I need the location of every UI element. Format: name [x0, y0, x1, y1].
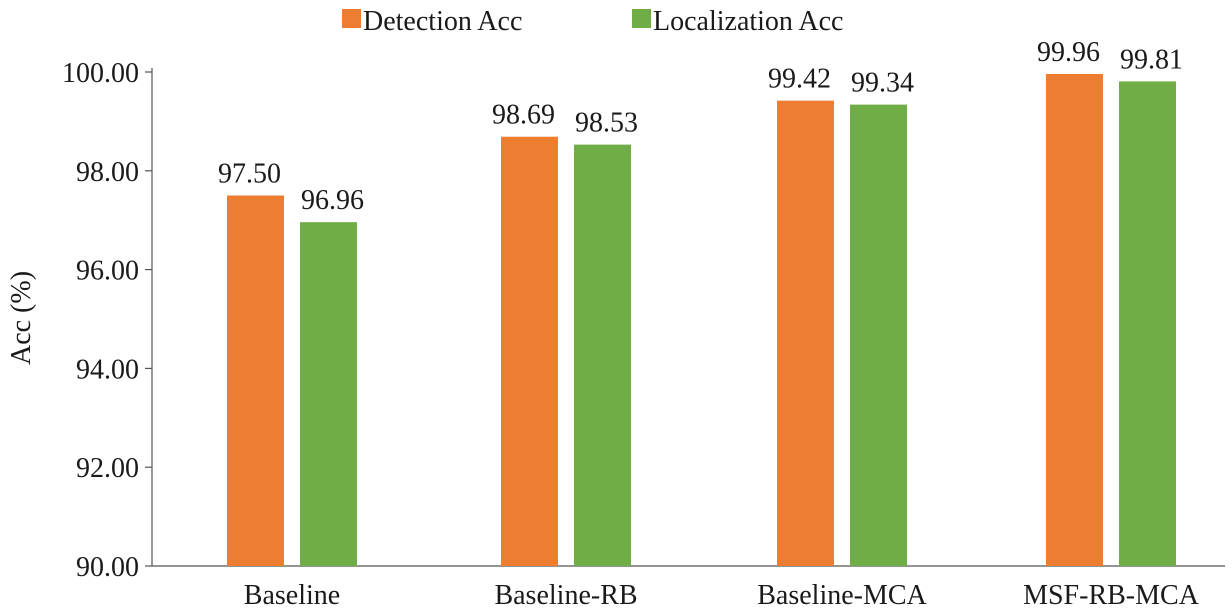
- bar: [1119, 81, 1176, 567]
- legend: Detection Acc Localization Acc: [342, 6, 843, 37]
- bar: [300, 222, 357, 566]
- y-axis-title: Acc (%): [6, 271, 37, 365]
- bars: [227, 73, 1176, 567]
- legend-item: Detection Acc: [342, 6, 522, 37]
- data-label: 99.81: [1120, 44, 1183, 75]
- axes: 90.00 92.00 94.00 96.00 98.00 100.00 Baseline B…: [62, 58, 1225, 611]
- bar: [1046, 73, 1103, 566]
- legend-label: Localization Acc: [653, 6, 843, 37]
- y-tick-label: 92.00: [76, 453, 139, 484]
- data-labels: 97.50 98.69 99.42 99.96 96.96 98.53 99.34 99.81: [218, 37, 1183, 216]
- legend-swatch: [342, 9, 361, 28]
- bar: [501, 136, 558, 567]
- bar: [777, 100, 834, 566]
- bar: [850, 104, 907, 566]
- data-label: 98.53: [575, 108, 638, 139]
- bar: [227, 195, 284, 566]
- data-label: 99.42: [768, 64, 831, 95]
- data-label: 99.34: [851, 68, 914, 99]
- legend-swatch: [632, 9, 651, 28]
- data-label: 96.96: [301, 185, 364, 216]
- y-tick-label: 96.00: [76, 256, 139, 287]
- bar: [574, 144, 631, 567]
- x-tick-label: MSF-RB-MCA: [1023, 580, 1200, 611]
- data-label: 99.96: [1037, 37, 1100, 68]
- data-label: 98.69: [492, 100, 555, 131]
- y-tick-label: 94.00: [76, 354, 139, 385]
- data-label: 97.50: [218, 159, 281, 190]
- legend-label: Detection Acc: [363, 6, 522, 37]
- legend-item: Localization Acc: [632, 6, 843, 37]
- x-tick-label: Baseline-RB: [494, 580, 637, 611]
- x-tick-label: Baseline: [244, 580, 340, 611]
- y-tick-label: 90.00: [76, 552, 139, 583]
- y-tick-label: 100.00: [62, 58, 139, 89]
- x-tick-label: Baseline-MCA: [757, 580, 927, 611]
- y-tick-label: 98.00: [76, 157, 139, 188]
